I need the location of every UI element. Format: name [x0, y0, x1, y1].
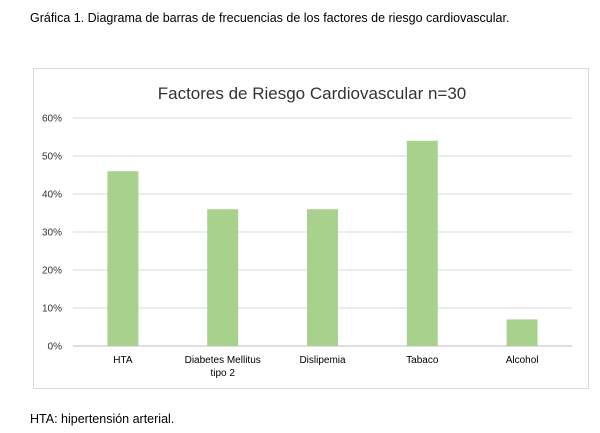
bar	[107, 171, 139, 346]
y-tick-label: 20%	[42, 266, 62, 277]
figure-caption: Gráfica 1. Diagrama de barras de frecuen…	[30, 11, 510, 25]
bar-chart: Factores de Riesgo Cardiovascular n=30 0…	[42, 84, 572, 379]
x-category-label: Alcohol	[506, 355, 539, 366]
y-tick-label: 50%	[42, 152, 62, 163]
bar	[307, 209, 338, 346]
y-axis-ticks: 0% 10% 20% 30% 40% 50% 60%	[42, 114, 62, 353]
x-category-label: Diabetes Mellitus tipo 2	[185, 355, 261, 379]
bars	[107, 140, 538, 346]
y-tick-label: 0%	[48, 342, 63, 353]
x-category-label: Dislipemia	[299, 355, 346, 366]
chart-container: Factores de Riesgo Cardiovascular n=30 0…	[33, 68, 589, 389]
chart-title: Factores de Riesgo Cardiovascular n=30	[158, 84, 467, 103]
bar	[506, 319, 538, 346]
y-tick-label: 10%	[42, 304, 62, 315]
y-tick-label: 40%	[42, 190, 62, 201]
x-category-label: HTA	[113, 355, 133, 366]
x-axis-categories: HTA Diabetes Mellitus tipo 2 Dislipemia Taba…	[113, 355, 538, 379]
footnote: HTA: hipertensión arterial.	[30, 412, 175, 426]
bar	[207, 209, 239, 346]
y-tick-label: 60%	[42, 114, 62, 125]
bar	[406, 140, 438, 346]
x-category-label: Tabaco	[406, 355, 439, 366]
y-tick-label: 30%	[42, 228, 62, 239]
